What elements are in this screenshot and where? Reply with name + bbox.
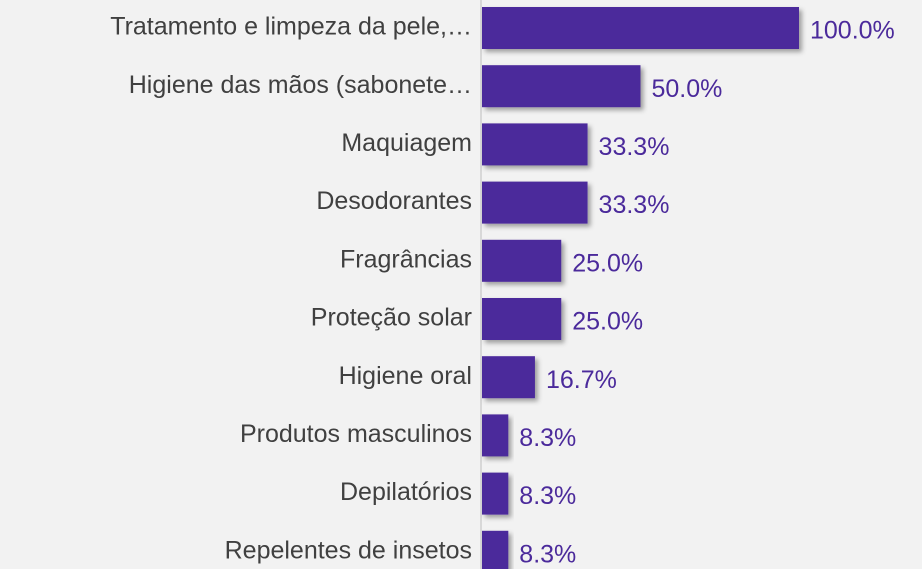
value-label: 8.3% <box>519 424 576 452</box>
category-label: Produtos masculinos <box>240 420 472 448</box>
bar <box>482 123 588 166</box>
value-label: 33.3% <box>599 191 670 219</box>
value-label: 16.7% <box>546 366 617 394</box>
category-label: Tratamento e limpeza da pele,… <box>110 13 472 41</box>
category-label: Proteção solar <box>311 304 472 332</box>
category-label: Higiene oral <box>339 362 472 390</box>
bar <box>482 65 641 108</box>
bar <box>482 414 509 457</box>
value-label: 25.0% <box>572 308 643 336</box>
value-label: 25.0% <box>572 249 643 277</box>
category-label: Depilatórios <box>340 478 472 506</box>
category-label: Desodorantes <box>316 187 472 215</box>
category-label: Fragrâncias <box>340 245 472 273</box>
category-label: Maquiagem <box>341 129 472 157</box>
bar <box>482 239 562 282</box>
category-label: Higiene das mãos (sabonete… <box>129 71 472 99</box>
bar <box>482 7 799 49</box>
bar <box>482 530 509 569</box>
value-label: 33.3% <box>599 133 670 161</box>
bar <box>482 356 535 399</box>
value-label: 8.3% <box>519 540 576 568</box>
value-label: 50.0% <box>652 75 723 103</box>
bar <box>482 298 562 340</box>
bar <box>482 472 509 515</box>
value-label: 100.0% <box>810 17 895 45</box>
bar <box>482 181 588 224</box>
category-label: Repelentes de insetos <box>225 536 472 564</box>
value-label: 8.3% <box>519 482 576 510</box>
